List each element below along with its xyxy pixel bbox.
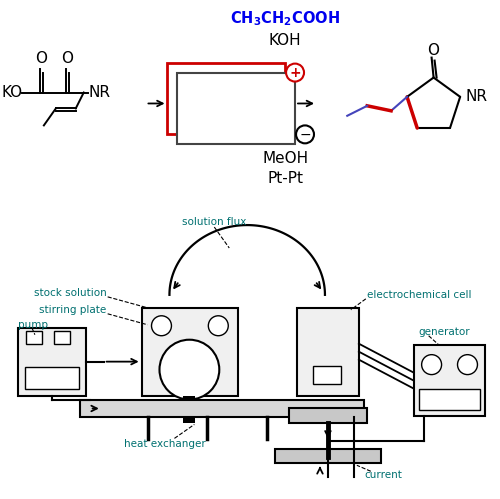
Bar <box>418 389 480 411</box>
Bar <box>297 308 359 396</box>
Text: KO: KO <box>2 85 23 100</box>
Text: heat exchanger: heat exchanger <box>124 440 206 450</box>
Circle shape <box>296 125 314 143</box>
Circle shape <box>208 316 229 336</box>
Bar <box>289 409 367 424</box>
Bar <box>54 331 70 344</box>
Text: MeOH: MeOH <box>262 151 308 166</box>
Text: solution flux: solution flux <box>182 217 246 227</box>
Text: −: − <box>299 127 311 141</box>
Text: Pt-Pt: Pt-Pt <box>267 171 303 186</box>
Text: current: current <box>365 470 403 480</box>
Text: generator: generator <box>418 327 470 337</box>
Bar <box>25 367 78 389</box>
Text: NR: NR <box>465 89 487 104</box>
Text: stirring plate: stirring plate <box>40 305 106 315</box>
Text: +: + <box>289 65 301 79</box>
Text: NR: NR <box>88 85 110 100</box>
Text: O: O <box>428 43 440 58</box>
Bar <box>313 366 341 384</box>
Bar <box>18 328 86 396</box>
Circle shape <box>286 63 304 81</box>
Bar <box>26 331 42 344</box>
Circle shape <box>152 316 172 336</box>
Text: electrochemical cell: electrochemical cell <box>367 290 472 300</box>
Bar <box>414 345 486 417</box>
Text: O: O <box>61 51 73 66</box>
Circle shape <box>160 340 220 400</box>
Circle shape <box>422 355 442 375</box>
Bar <box>275 450 381 463</box>
Text: KOH: KOH <box>269 33 302 48</box>
Bar <box>142 308 238 396</box>
Text: pump: pump <box>18 320 48 330</box>
Bar <box>178 72 295 144</box>
Text: stock solution: stock solution <box>34 288 106 298</box>
Circle shape <box>458 355 477 375</box>
Bar <box>168 62 285 134</box>
Text: $\mathbf{CH_3CH_2COOH}$: $\mathbf{CH_3CH_2COOH}$ <box>230 9 340 28</box>
Bar <box>184 396 196 424</box>
Bar <box>80 400 364 418</box>
Text: O: O <box>35 51 47 66</box>
